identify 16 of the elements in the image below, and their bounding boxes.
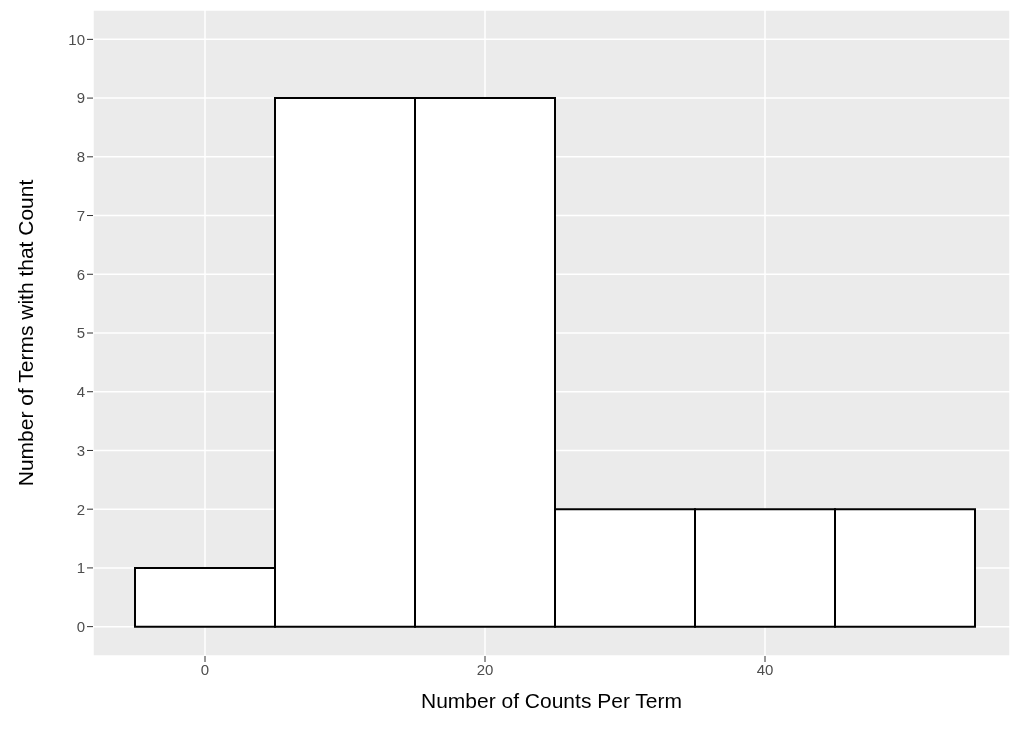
y-tick-label: 5 <box>76 324 85 342</box>
y-tick-label: 3 <box>76 441 85 459</box>
x-tick-label: 0 <box>200 660 210 678</box>
y-tick-label: 2 <box>76 500 85 518</box>
y-tick-label: 7 <box>76 206 85 224</box>
y-tick-label: 0 <box>76 617 85 635</box>
y-axis-title: Number of Terms with that Count <box>14 179 38 487</box>
x-axis-title: Number of Counts Per Term <box>420 689 683 712</box>
y-tick-label: 1 <box>76 559 85 577</box>
y-tick-label: 9 <box>76 89 85 107</box>
y-tick-label: 8 <box>76 148 85 166</box>
y-tick-label: 4 <box>76 383 85 401</box>
y-tick-label: 10 <box>68 30 85 48</box>
y-tick-label: 6 <box>76 265 85 283</box>
x-tick-label: 40 <box>756 660 774 678</box>
x-tick-label: 20 <box>476 660 494 678</box>
